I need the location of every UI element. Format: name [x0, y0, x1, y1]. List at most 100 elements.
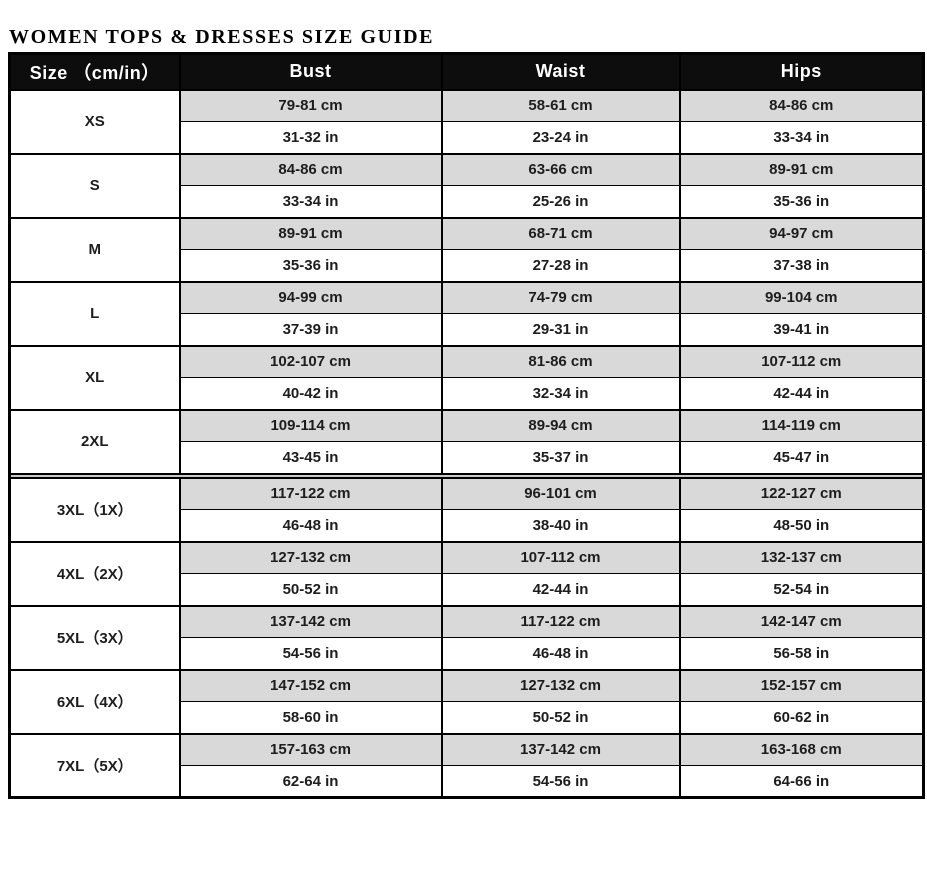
- table-row: 40-42 in 32-34 in 42-44 in: [10, 377, 925, 411]
- waist-in-value: 50-52 in: [440, 701, 681, 735]
- section-separator-row: [8, 472, 925, 479]
- page-title: WOMEN TOPS & DRESSES SIZE GUIDE: [9, 26, 435, 48]
- waist-cm-value: 107-112 cm: [440, 540, 681, 574]
- table-row: 37-39 in 29-31 in 39-41 in: [10, 313, 925, 347]
- size-guide-table: Size （cm/in） Bust Waist Hips XS 79-81 cm 5…: [8, 52, 925, 799]
- size-label: 2XL: [8, 408, 181, 475]
- waist-cm-value: 127-132 cm: [440, 668, 681, 702]
- size-label: XS: [8, 88, 181, 155]
- hips-in-value: 48-50 in: [678, 509, 925, 543]
- table-row: 50-52 in 42-44 in 52-54 in: [10, 573, 925, 607]
- waist-cm-value: 89-94 cm: [440, 408, 681, 442]
- size-label: M: [8, 216, 181, 283]
- bust-in-value: 37-39 in: [178, 313, 443, 347]
- hips-in-value: 45-47 in: [678, 441, 925, 475]
- table-row: 4XL（2X） 127-132 cm 107-112 cm 132-137 cm: [8, 540, 925, 607]
- bust-in-value: 62-64 in: [178, 765, 443, 799]
- table-row: 2XL 109-114 cm 89-94 cm 114-119 cm: [8, 408, 925, 475]
- waist-cm-value: 68-71 cm: [440, 216, 681, 250]
- hips-in-value: 64-66 in: [678, 765, 925, 799]
- hips-cm-value: 84-86 cm: [678, 88, 925, 122]
- table-row: M 89-91 cm 68-71 cm 94-97 cm: [8, 216, 925, 283]
- hips-in-value: 56-58 in: [678, 637, 925, 671]
- hips-cm-value: 132-137 cm: [678, 540, 925, 574]
- table-row: 35-36 in 27-28 in 37-38 in: [10, 249, 925, 283]
- bust-cm-value: 109-114 cm: [178, 408, 443, 442]
- table-row: XS 79-81 cm 58-61 cm 84-86 cm: [8, 88, 925, 155]
- column-header-bust: Bust: [178, 53, 443, 91]
- hips-cm-value: 89-91 cm: [678, 152, 925, 186]
- table-row: 31-32 in 23-24 in 33-34 in: [10, 121, 925, 155]
- table-row: 33-34 in 25-26 in 35-36 in: [10, 185, 925, 219]
- size-label: XL: [8, 344, 181, 411]
- hips-cm-value: 94-97 cm: [678, 216, 925, 250]
- hips-cm-value: 163-168 cm: [678, 732, 925, 766]
- size-label: 6XL（4X）: [8, 668, 181, 735]
- bust-in-value: 35-36 in: [178, 249, 443, 283]
- bust-cm-value: 117-122 cm: [178, 476, 443, 510]
- bust-in-value: 40-42 in: [178, 377, 443, 411]
- column-header-hips: Hips: [678, 53, 925, 91]
- bust-cm-value: 79-81 cm: [178, 88, 443, 122]
- bust-in-value: 58-60 in: [178, 701, 443, 735]
- size-label: S: [8, 152, 181, 219]
- bust-cm-value: 147-152 cm: [178, 668, 443, 702]
- bust-cm-value: 127-132 cm: [178, 540, 443, 574]
- waist-cm-value: 117-122 cm: [440, 604, 681, 638]
- table-row: XL 102-107 cm 81-86 cm 107-112 cm: [8, 344, 925, 411]
- size-label: L: [8, 280, 181, 347]
- waist-cm-value: 96-101 cm: [440, 476, 681, 510]
- table-row: 54-56 in 46-48 in 56-58 in: [10, 637, 925, 671]
- bust-in-value: 50-52 in: [178, 573, 443, 607]
- hips-cm-value: 99-104 cm: [678, 280, 925, 314]
- table-row: 6XL（4X） 147-152 cm 127-132 cm 152-157 cm: [8, 668, 925, 735]
- bust-in-value: 46-48 in: [178, 509, 443, 543]
- hips-in-value: 42-44 in: [678, 377, 925, 411]
- hips-in-value: 52-54 in: [678, 573, 925, 607]
- waist-in-value: 32-34 in: [440, 377, 681, 411]
- waist-in-value: 27-28 in: [440, 249, 681, 283]
- table-row: 7XL（5X） 157-163 cm 137-142 cm 163-168 cm: [8, 732, 925, 799]
- table-row: L 94-99 cm 74-79 cm 99-104 cm: [8, 280, 925, 347]
- column-header-size: Size （cm/in）: [8, 53, 181, 91]
- hips-in-value: 33-34 in: [678, 121, 925, 155]
- waist-cm-value: 58-61 cm: [440, 88, 681, 122]
- hips-cm-value: 107-112 cm: [678, 344, 925, 378]
- bust-in-value: 33-34 in: [178, 185, 443, 219]
- bust-cm-value: 89-91 cm: [178, 216, 443, 250]
- waist-in-value: 54-56 in: [440, 765, 681, 799]
- bust-in-value: 31-32 in: [178, 121, 443, 155]
- section-separator-bar: [8, 472, 925, 479]
- table-row: 3XL（1X） 117-122 cm 96-101 cm 122-127 cm: [8, 476, 925, 543]
- header-row: Size （cm/in） Bust Waist Hips: [8, 53, 925, 91]
- size-label: 5XL（3X）: [8, 604, 181, 671]
- bust-in-value: 43-45 in: [178, 441, 443, 475]
- table-row: 5XL（3X） 137-142 cm 117-122 cm 142-147 cm: [8, 604, 925, 671]
- waist-cm-value: 137-142 cm: [440, 732, 681, 766]
- table-row: 46-48 in 38-40 in 48-50 in: [10, 509, 925, 543]
- hips-in-value: 35-36 in: [678, 185, 925, 219]
- hips-cm-value: 152-157 cm: [678, 668, 925, 702]
- bust-cm-value: 137-142 cm: [178, 604, 443, 638]
- waist-cm-value: 63-66 cm: [440, 152, 681, 186]
- waist-in-value: 38-40 in: [440, 509, 681, 543]
- size-label: 4XL（2X）: [8, 540, 181, 607]
- bust-in-value: 54-56 in: [178, 637, 443, 671]
- hips-in-value: 60-62 in: [678, 701, 925, 735]
- bust-cm-value: 157-163 cm: [178, 732, 443, 766]
- waist-in-value: 46-48 in: [440, 637, 681, 671]
- bust-cm-value: 84-86 cm: [178, 152, 443, 186]
- table-row: 58-60 in 50-52 in 60-62 in: [10, 701, 925, 735]
- waist-in-value: 29-31 in: [440, 313, 681, 347]
- table-row: S 84-86 cm 63-66 cm 89-91 cm: [8, 152, 925, 219]
- waist-in-value: 23-24 in: [440, 121, 681, 155]
- hips-in-value: 39-41 in: [678, 313, 925, 347]
- bust-cm-value: 102-107 cm: [178, 344, 443, 378]
- size-label: 7XL（5X）: [8, 732, 181, 799]
- hips-cm-value: 114-119 cm: [678, 408, 925, 442]
- waist-cm-value: 81-86 cm: [440, 344, 681, 378]
- waist-in-value: 42-44 in: [440, 573, 681, 607]
- hips-cm-value: 142-147 cm: [678, 604, 925, 638]
- bust-cm-value: 94-99 cm: [178, 280, 443, 314]
- waist-in-value: 25-26 in: [440, 185, 681, 219]
